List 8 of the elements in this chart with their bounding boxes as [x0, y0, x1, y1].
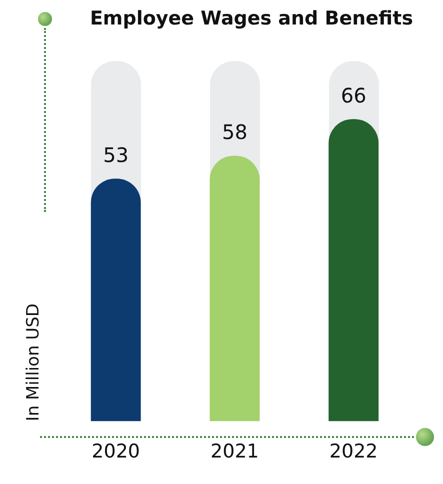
- x-tick-label: 2020: [92, 440, 140, 463]
- data-label: 58: [222, 120, 248, 144]
- x-tick-label: 2022: [329, 440, 378, 463]
- data-label: 66: [340, 83, 366, 108]
- y-axis-title: In Million USD: [24, 304, 44, 422]
- chart-title: Employee Wages and Benefits: [90, 7, 413, 30]
- x-tick-label: 2021: [210, 440, 259, 463]
- data-label: 53: [103, 142, 129, 167]
